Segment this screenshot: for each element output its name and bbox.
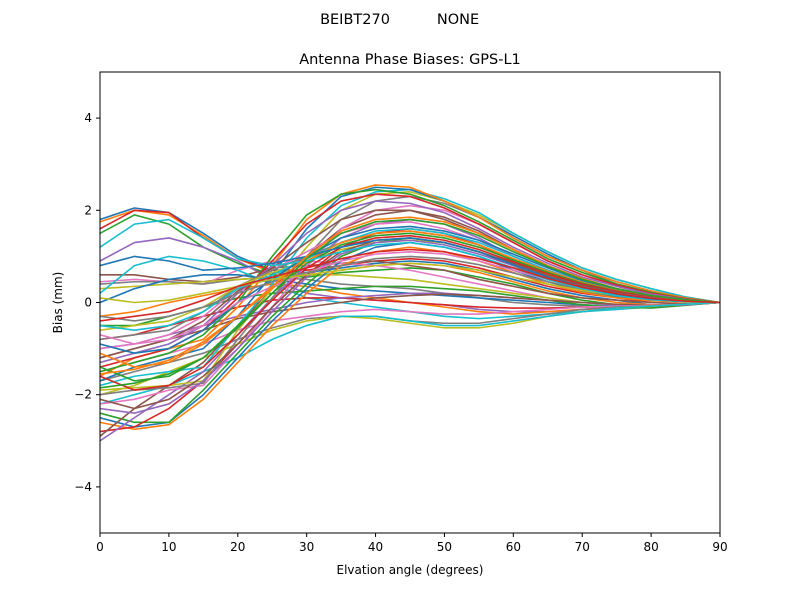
y-axis-ticks: −4 −2 0 2 4 bbox=[74, 111, 100, 494]
y-tick-label: 0 bbox=[84, 296, 92, 310]
series-line-32 bbox=[100, 184, 720, 377]
series-line-22 bbox=[100, 246, 720, 431]
series-line-53 bbox=[100, 218, 720, 389]
series-line-33 bbox=[100, 188, 720, 373]
figure-suptitle-right: NONE bbox=[437, 12, 479, 28]
x-tick-label: 50 bbox=[437, 540, 452, 554]
x-tick-label: 30 bbox=[299, 540, 314, 554]
x-tick-label: 40 bbox=[368, 540, 383, 554]
series-line-54 bbox=[100, 248, 720, 322]
series-line-41 bbox=[100, 225, 720, 355]
x-tick-label: 80 bbox=[643, 540, 658, 554]
series-line-44 bbox=[100, 234, 720, 391]
chart-title: Antenna Phase Biases: GPS-L1 bbox=[299, 52, 521, 68]
series-layer bbox=[100, 184, 720, 442]
x-tick-label: 10 bbox=[161, 540, 176, 554]
y-tick-label: −4 bbox=[74, 480, 92, 494]
y-axis-label: Bias (mm) bbox=[51, 272, 65, 334]
x-tick-label: 20 bbox=[230, 540, 245, 554]
x-axis-ticks: 0 10 20 30 40 50 60 70 80 90 bbox=[96, 533, 728, 554]
figure-suptitle-left: BEIBT270 bbox=[320, 12, 390, 28]
series-line-50 bbox=[100, 218, 720, 304]
y-tick-label: −2 bbox=[74, 388, 92, 402]
x-tick-label: 0 bbox=[96, 540, 104, 554]
x-tick-label: 60 bbox=[506, 540, 521, 554]
x-axis-label: Elvation angle (degrees) bbox=[337, 563, 484, 577]
x-tick-label: 90 bbox=[712, 540, 727, 554]
y-tick-label: 2 bbox=[84, 203, 92, 217]
y-tick-label: 4 bbox=[84, 111, 92, 125]
x-tick-label: 70 bbox=[575, 540, 590, 554]
